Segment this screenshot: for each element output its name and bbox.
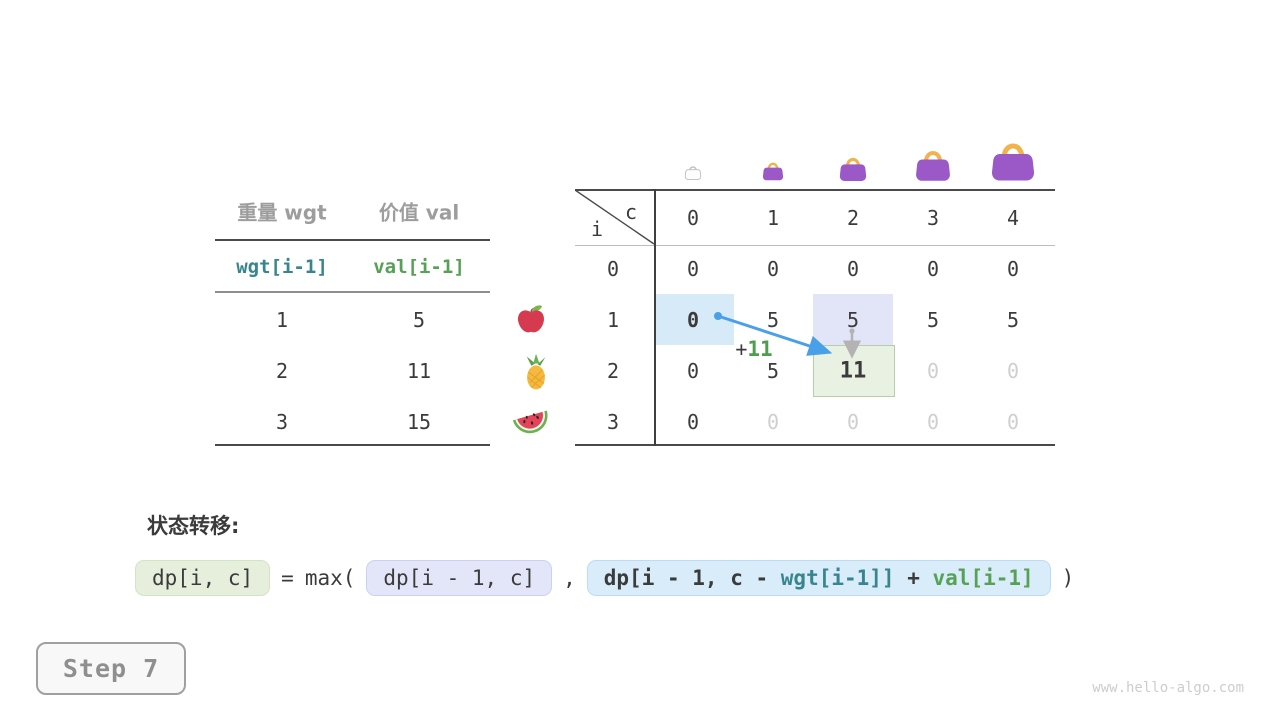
formula-max-open: max( xyxy=(304,566,356,590)
dp-table-rule-header xyxy=(575,245,1055,246)
dp-col-header-3: 3 xyxy=(926,206,940,230)
item-val-3: 15 xyxy=(406,410,432,434)
item-val-2: 11 xyxy=(406,359,432,383)
dp-row-label-2: 2 xyxy=(606,359,620,383)
item-table-rule-mid xyxy=(215,291,490,293)
dp-cell-1-4: 5 xyxy=(1006,308,1020,332)
item-wgt-1: 1 xyxy=(275,308,289,332)
item-wgt-2: 2 xyxy=(275,359,289,383)
transition-formula: dp[i, c] = max( dp[i - 1, c] , dp[i - 1,… xyxy=(135,560,1074,596)
bag-capacity-1-icon xyxy=(762,159,785,181)
dp-cell-3-2: 0 xyxy=(846,410,860,434)
formula-option2-prefix: dp[i - 1, c - xyxy=(603,566,781,590)
dp-cell-1-0: 0 xyxy=(686,308,700,332)
bag-capacity-4-icon xyxy=(989,136,1037,182)
arrow-blue-transition xyxy=(717,314,833,356)
item-table-var-val: val[i-1] xyxy=(373,256,465,278)
dp-col-header-4: 4 xyxy=(1006,206,1020,230)
dp-cell-3-3: 0 xyxy=(926,410,940,434)
annotation-value: 11 xyxy=(747,337,773,361)
pineapple-icon xyxy=(521,353,552,392)
dp-cell-2-3: 0 xyxy=(926,359,940,383)
apple-icon xyxy=(514,302,548,336)
item-table-rule-top xyxy=(215,239,490,241)
arrow-gray-origin-dot xyxy=(849,328,855,334)
dp-row-label-1: 1 xyxy=(606,308,620,332)
item-wgt-3: 3 xyxy=(275,410,289,434)
item-table-rule-bottom xyxy=(215,444,490,446)
item-table-header-weight: 重量 wgt xyxy=(237,200,327,225)
formula-lhs-chip: dp[i, c] xyxy=(135,560,271,596)
transition-label: 状态转移: xyxy=(147,514,240,538)
dp-cell-0-2: 0 xyxy=(846,257,860,281)
bag-capacity-0-icon xyxy=(684,163,702,180)
formula-option2-val: val[i-1] xyxy=(932,566,1034,590)
dp-corner-row-var: i xyxy=(590,217,604,241)
item-val-1: 5 xyxy=(412,308,426,332)
dp-cell-1-1: 5 xyxy=(766,308,780,332)
dp-cell-3-1: 0 xyxy=(766,410,780,434)
dp-row-label-0: 0 xyxy=(606,257,620,281)
formula-option1-chip: dp[i - 1, c] xyxy=(366,560,553,596)
dp-cell-1-2: 5 xyxy=(846,308,860,332)
dp-cell-0-1: 0 xyxy=(766,257,780,281)
annotation-plus: + xyxy=(735,337,748,361)
dp-cell-1-3: 5 xyxy=(926,308,940,332)
dp-cell-3-4: 0 xyxy=(1006,410,1020,434)
watermark-url: www.hello-algo.com xyxy=(1092,680,1244,696)
dp-cell-2-1: 5 xyxy=(766,359,780,383)
dp-cell-2-2: 11 xyxy=(839,358,867,384)
dp-col-header-1: 1 xyxy=(766,206,780,230)
transition-arrows xyxy=(714,312,862,359)
dp-corner-col-var: c xyxy=(624,200,638,224)
dp-cell-highlight-prev-left xyxy=(655,294,734,345)
dp-col-header-2: 2 xyxy=(846,206,860,230)
dp-corner-diagonal xyxy=(575,190,655,245)
formula-option2-plus: + xyxy=(894,566,933,590)
dp-col-header-0: 0 xyxy=(686,206,700,230)
dp-cell-0-4: 0 xyxy=(1006,257,1020,281)
dp-table-rule-top xyxy=(575,189,1055,191)
formula-close-paren: ) xyxy=(1061,566,1075,590)
formula-option2-wgt: wgt[i-1]] xyxy=(780,566,895,590)
dp-cell-2-0: 0 xyxy=(686,359,700,383)
item-table-header-value: 价值 val xyxy=(378,200,460,225)
dp-cell-2-4: 0 xyxy=(1006,359,1020,383)
bag-capacity-3-icon xyxy=(914,145,953,182)
formula-equals: = xyxy=(281,566,294,590)
annotation-add-value: +11 xyxy=(735,337,772,361)
dp-cell-0-0: 0 xyxy=(686,257,700,281)
step-badge: Step 7 xyxy=(36,642,186,695)
formula-comma: , xyxy=(563,566,576,590)
dp-cell-3-0: 0 xyxy=(686,410,700,434)
dp-table-rule-bottom xyxy=(575,444,1055,446)
dp-row-label-3: 3 xyxy=(606,410,620,434)
item-table-var-wgt: wgt[i-1] xyxy=(236,256,328,278)
bag-capacity-2-icon xyxy=(838,153,868,182)
formula-option2-chip: dp[i - 1, c - wgt[i-1]] + val[i-1] xyxy=(586,560,1051,596)
watermelon-icon xyxy=(510,406,553,441)
dp-table-rule-vertical xyxy=(654,189,656,446)
dp-cell-0-3: 0 xyxy=(926,257,940,281)
